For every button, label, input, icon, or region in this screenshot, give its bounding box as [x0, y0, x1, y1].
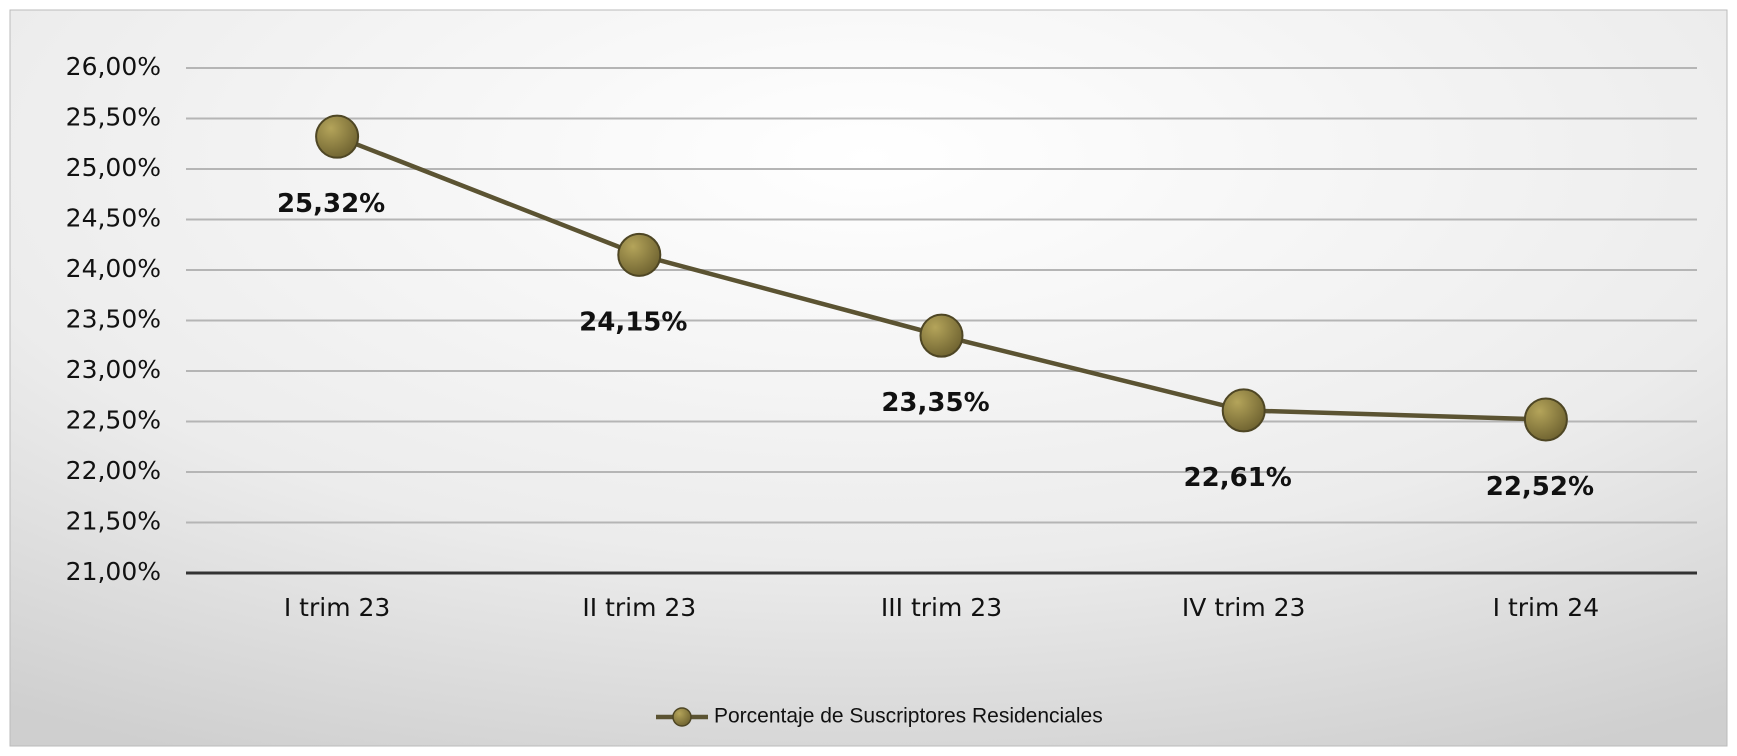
- x-tick-label: II trim 23: [582, 593, 696, 622]
- data-label: 22,61%: [1184, 463, 1292, 493]
- data-label: 25,32%: [277, 189, 385, 219]
- legend-marker: [672, 707, 692, 727]
- chart-background: [9, 9, 1728, 747]
- legend-label: Porcentaje de Suscriptores Residenciales: [714, 705, 1103, 728]
- marker: [1523, 397, 1568, 442]
- marker: [315, 114, 360, 159]
- y-tick-label: 25,50%: [66, 103, 161, 132]
- y-tick-label: 22,00%: [66, 456, 161, 485]
- data-label: 24,15%: [579, 307, 687, 337]
- x-tick-label: III trim 23: [881, 593, 1002, 622]
- data-label: 23,35%: [881, 388, 989, 418]
- y-tick-label: 25,00%: [66, 153, 161, 182]
- x-tick-label: I trim 23: [284, 593, 390, 622]
- data-label: 22,52%: [1486, 472, 1594, 502]
- y-tick-label: 23,00%: [66, 355, 161, 384]
- y-tick-label: 26,00%: [66, 52, 161, 81]
- y-tick-label: 23,50%: [66, 305, 161, 334]
- marker: [919, 313, 964, 358]
- y-tick-label: 24,00%: [66, 254, 161, 283]
- y-tick-label: 22,50%: [66, 406, 161, 435]
- marker: [1221, 388, 1266, 433]
- y-tick-label: 21,00%: [66, 557, 161, 586]
- marker: [617, 232, 662, 277]
- y-tick-label: 24,50%: [66, 204, 161, 233]
- x-tick-label: I trim 24: [1493, 593, 1599, 622]
- x-tick-label: IV trim 23: [1182, 593, 1306, 622]
- y-tick-label: 21,50%: [66, 507, 161, 536]
